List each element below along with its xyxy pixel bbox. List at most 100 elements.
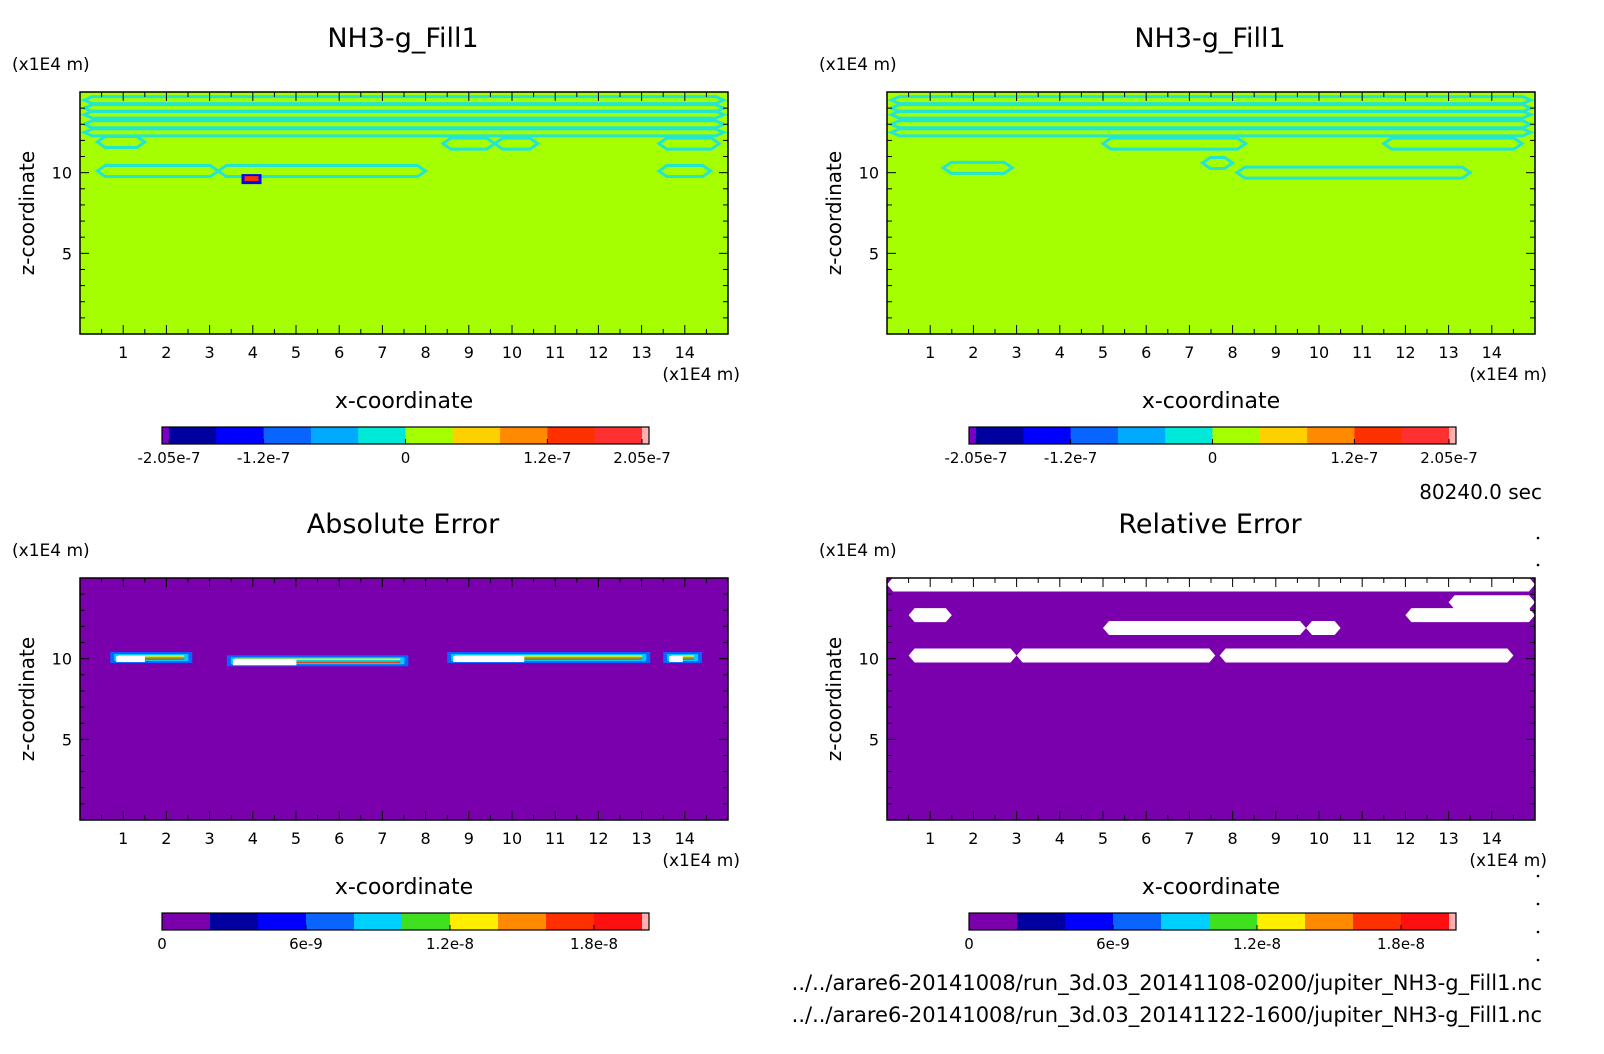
x-axis-label: x-coordinate [1142,875,1280,900]
colorbar-tick-label: 0 [964,935,974,953]
y-tick-label: 10 [859,650,879,669]
colorbar: -2.05e-7 -1.2e-7 0 1.2e-7 2.05e-7 [945,426,1478,467]
colorbar-tick-label: -1.2e-7 [237,449,290,467]
x-tick-label: 5 [1098,829,1108,848]
y-tick-label: 10 [859,164,879,183]
x-tick-label: 7 [377,829,387,848]
error-white-patch [669,656,683,663]
colorbar-segment [354,913,403,930]
x-tick-label: 1 [118,343,128,362]
relative-error-region [1448,595,1535,610]
colorbar-tick-label: 1.8e-8 [570,935,618,953]
colorbar-segment [258,913,307,930]
colorbar-tick-label: -1.2e-7 [1044,449,1097,467]
colorbar-tick-label: 6e-9 [289,935,323,953]
error-white-patch [116,656,145,663]
colorbar-segment [1259,427,1308,444]
x-tick-label: 14 [1482,829,1502,848]
colorbar-frame [968,912,1457,931]
contour-line [94,135,148,150]
y-unit-label: (x1E4 m) [12,55,90,75]
x-tick-label: 8 [421,829,431,848]
x-unit-label: (x1E4 m) [662,851,740,871]
contour-line [887,109,1535,120]
margin-dot [1536,874,1540,878]
colorbar-segment [162,913,211,930]
margin-dot [1536,563,1540,567]
y-axis: 5 10 z-coordinate [822,593,1535,805]
y-unit-label: (x1E4 m) [12,541,90,561]
colorbar-segment [969,427,977,444]
x-tick-label: 5 [291,829,301,848]
x-unit-label: (x1E4 m) [1469,851,1547,871]
colorbar-segment [1023,427,1072,444]
contour-line [656,136,723,151]
colorbar-tick-label: 6e-9 [1096,935,1130,953]
colorbar-segment [1354,427,1403,444]
x-tick-label: 2 [968,343,978,362]
colorbar-segment [1305,913,1354,930]
y-tick-label: 5 [869,730,879,749]
x-tick-label: 11 [1352,829,1372,848]
y-axis-label: z-coordinate [822,151,846,275]
colorbar-tick-label: 0 [401,449,411,467]
contour-line [1234,165,1473,180]
y-axis: 5 10 z-coordinate [15,107,728,319]
y-axis-label: z-coordinate [15,637,39,761]
y-unit-label: (x1E4 m) [819,541,897,561]
colorbar-segment [642,427,650,444]
x-tick-label: 6 [334,343,344,362]
x-tick-label: 9 [464,829,474,848]
colorbar-tick-label: 2.05e-7 [1420,449,1478,467]
contour-line [656,164,714,179]
contour-line [80,127,728,138]
chart-panel-4: Relative Error(x1E4 m)1 2 3 4 5 6 7 8 9 10 11 12 13 1… [819,509,1547,953]
x-tick-label: 7 [1184,829,1194,848]
y-axis-label: z-coordinate [822,637,846,761]
colorbar-segment [452,427,501,444]
margin-dot [1536,930,1540,934]
margin-dot [1536,902,1540,906]
x-tick-label: 2 [161,829,171,848]
x-tick-label: 6 [1141,829,1151,848]
error-white-patch [232,659,297,666]
colorbar-segment [306,913,355,930]
hotspot-red [244,176,259,182]
contour-line [1199,155,1236,170]
contour-line [492,136,541,151]
x-axis: 1 2 3 4 5 6 7 8 9 10 11 12 13 14(x1E4 m)x-coordinate [101,92,740,414]
x-tick-label: 3 [1012,343,1022,362]
colorbar-segment [1257,913,1306,930]
x-tick-label: 4 [1055,343,1065,362]
file-path-2: ../../arare6-20141008/run_3d.03_20141122… [792,1003,1542,1028]
x-axis: 1 2 3 4 5 6 7 8 9 10 11 12 13 14(x1E4 m)x-coordinate [908,578,1547,900]
x-tick-label: 6 [334,829,344,848]
colorbar-segment [969,913,1018,930]
relative-error-region [1103,621,1307,636]
colorbar-segment [450,913,499,930]
plot-features [110,652,703,667]
colorbar-segment [263,427,312,444]
contour-line [1381,136,1525,151]
colorbar-segment [1165,427,1213,444]
x-unit-label: (x1E4 m) [662,365,740,385]
colorbar-segment [210,913,259,930]
chart-title: NH3-g_Fill1 [1134,23,1285,54]
relative-error-region [1306,621,1341,636]
colorbar-segment [642,913,650,930]
x-tick-label: 13 [1438,829,1458,848]
colorbar-segment [1401,913,1450,930]
x-tick-label: 9 [464,343,474,362]
x-tick-label: 1 [118,829,128,848]
plot-area [887,92,1535,334]
colorbar-segment [1353,913,1402,930]
chart-panel-2: NH3-g_Fill1(x1E4 m)1 2 3 4 5 6 7 8 9 10 11 12 13 14(x… [819,23,1547,467]
x-tick-label: 4 [248,343,258,362]
x-axis: 1 2 3 4 5 6 7 8 9 10 11 12 13 14(x1E4 m)x-coordinate [101,578,740,900]
x-tick-label: 9 [1271,829,1281,848]
x-tick-label: 10 [1309,829,1329,848]
y-tick-label: 5 [62,730,72,749]
x-tick-label: 12 [1395,829,1415,848]
y-tick-label: 10 [52,650,72,669]
